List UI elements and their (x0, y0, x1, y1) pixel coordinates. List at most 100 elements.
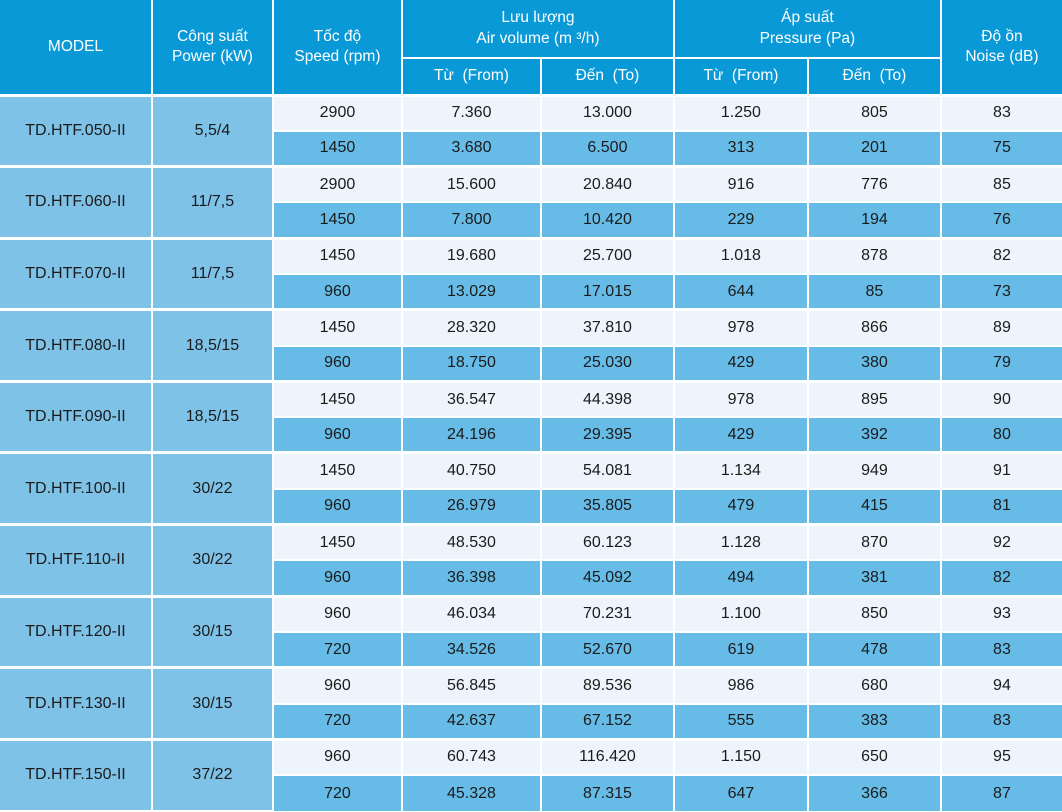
model-cell: TD.HTF.100-II (0, 451, 153, 526)
air-to-cell: 29.395 (539, 416, 675, 454)
air-to-cell: 60.123 (539, 523, 675, 562)
noise-cell: 90 (939, 379, 1062, 419)
pressure-from-cell: 429 (672, 416, 809, 454)
spec-row: 720 45.328 87.315 647 366 87 (0, 774, 1062, 811)
noise-cell: 91 (939, 451, 1062, 490)
air-from-cell: 40.750 (400, 451, 542, 490)
pressure-from-cell: 619 (672, 630, 809, 669)
air-to-cell: 10.420 (539, 201, 675, 240)
noise-cell: 73 (939, 272, 1062, 311)
pressure-from-cell: 555 (672, 702, 809, 741)
spec-row: 960 13.029 17.015 644 85 73 (0, 272, 1062, 311)
header-row-sub: Từ (From) Đến (To) Từ (From) Đến (To) (0, 57, 1062, 96)
air-from-cell: 24.196 (400, 416, 542, 454)
pressure-from-cell: 229 (672, 201, 809, 240)
pressure-from-cell: 494 (672, 559, 809, 598)
col-header-speed-en: Speed (rpm) (294, 47, 381, 65)
power-cell: 11/7,5 (150, 165, 274, 240)
noise-cell: 89 (939, 308, 1062, 347)
noise-cell: 82 (939, 559, 1062, 598)
air-to-cell: 70.231 (539, 594, 675, 633)
spec-row: TD.HTF.090-II 18,5/15 1450 36.547 44.398 978 8… (0, 379, 1062, 454)
air-from-cell: 18.750 (400, 344, 542, 383)
air-from-cell: 26.979 (400, 487, 542, 526)
spec-row: 1450 7.800 10.420 229 194 76 (0, 201, 1062, 240)
air-from-cell: 60.743 (400, 737, 542, 777)
power-cell: 30/22 (150, 523, 274, 598)
spec-row: TD.HTF.150-II 37/22 960 60.743 116.420 1.150 6… (0, 737, 1062, 812)
pressure-to-cell: 380 (806, 344, 942, 383)
power-cell: 11/7,5 (150, 236, 274, 311)
spec-row: TD.HTF.080-II 18,5/15 1450 28.320 37.810 978 8… (0, 308, 1062, 383)
spec-row: 1450 3.680 6.500 313 201 75 (0, 129, 1062, 168)
air-to-cell: 89.536 (539, 666, 675, 705)
speed-cell: 960 (272, 416, 403, 454)
pressure-to-cell: 650 (806, 737, 942, 777)
col-header-power: Công suất Power (kW) (150, 0, 274, 96)
air-to-cell: 52.670 (539, 630, 675, 669)
col-header-pressure-to: Đến (To) (806, 57, 941, 96)
speed-cell: 960 (272, 344, 403, 383)
model-cell: TD.HTF.070-II (0, 236, 153, 311)
pressure-from-cell: 429 (672, 344, 809, 383)
pressure-to-cell: 870 (806, 523, 942, 562)
speed-cell: 2900 (271, 165, 403, 204)
noise-cell: 83 (939, 702, 1062, 741)
col-header-noise-en: Noise (dB) (965, 47, 1039, 65)
table-body: TD.HTF.050-II 5,5/4 2900 7.360 13.000 1.250 80… (0, 93, 1062, 812)
noise-cell: 81 (939, 487, 1062, 526)
air-to-cell: 116.420 (539, 737, 675, 777)
air-to-cell: 25.700 (539, 236, 675, 275)
pressure-to-cell: 366 (806, 774, 942, 811)
air-from-cell: 46.034 (400, 594, 542, 633)
pressure-to-cell: 680 (806, 666, 942, 705)
col-header-power-vi: Công suất (177, 27, 248, 45)
air-to-cell: 13.000 (539, 93, 675, 132)
col-header-air-to: Đến (To) (539, 57, 675, 96)
air-to-cell: 25.030 (539, 344, 675, 383)
col-header-speed: Tốc độ Speed (rpm) (271, 0, 403, 96)
power-cell: 30/15 (150, 666, 274, 741)
speed-cell: 1450 (271, 523, 403, 562)
speed-cell: 960 (272, 272, 403, 311)
power-cell: 18,5/15 (150, 379, 274, 454)
speed-cell: 960 (272, 559, 403, 598)
pressure-from-cell: 1.100 (672, 594, 809, 633)
spec-row: TD.HTF.100-II 30/22 1450 40.750 54.081 1.134 9… (0, 451, 1062, 526)
air-from-cell: 36.547 (400, 379, 542, 419)
air-from-cell: 3.680 (400, 129, 542, 168)
noise-cell: 82 (939, 236, 1062, 275)
model-cell: TD.HTF.130-II (0, 666, 153, 741)
pressure-to-cell: 878 (806, 236, 942, 275)
col-header-pressure: Áp suất Pressure (Pa) (672, 0, 942, 59)
spec-row: TD.HTF.070-II 11/7,5 1450 19.680 25.700 1.018… (0, 236, 1062, 311)
col-header-noise: Độ ồn Noise (dB) (939, 0, 1062, 96)
speed-cell: 960 (271, 737, 403, 777)
pressure-from-cell: 644 (672, 272, 809, 311)
table-header: MODEL Công suất Power (kW) Tốc độ Speed … (0, 0, 1062, 96)
pressure-to-cell: 85 (806, 272, 942, 311)
speed-cell: 2900 (271, 93, 403, 132)
pressure-from-cell: 1.250 (672, 93, 809, 132)
spec-row: TD.HTF.110-II 30/22 1450 48.530 60.123 1.128 8… (0, 523, 1062, 598)
pressure-from-cell: 978 (672, 379, 809, 419)
pressure-from-cell: 479 (672, 487, 809, 526)
spec-row: 960 26.979 35.805 479 415 81 (0, 487, 1062, 526)
col-header-model: MODEL (0, 0, 153, 96)
col-header-noise-vi: Độ ồn (981, 27, 1023, 45)
col-header-air-volume-vi: Lưu lượng (501, 9, 575, 27)
air-from-cell: 28.320 (400, 308, 542, 347)
pressure-from-cell: 313 (672, 129, 809, 168)
model-cell: TD.HTF.110-II (0, 523, 153, 598)
pressure-to-cell: 478 (806, 630, 942, 669)
air-from-cell: 34.526 (400, 630, 542, 669)
speed-cell: 1450 (272, 129, 403, 168)
col-header-air-from: Từ (From) (401, 57, 542, 96)
col-header-air-volume-en: Air volume (m ³/h) (476, 29, 600, 47)
pressure-from-cell: 1.150 (672, 737, 809, 777)
pressure-to-cell: 866 (806, 308, 942, 347)
pressure-to-cell: 415 (806, 487, 942, 526)
air-from-cell: 15.600 (400, 165, 542, 204)
speed-cell: 720 (272, 702, 403, 741)
